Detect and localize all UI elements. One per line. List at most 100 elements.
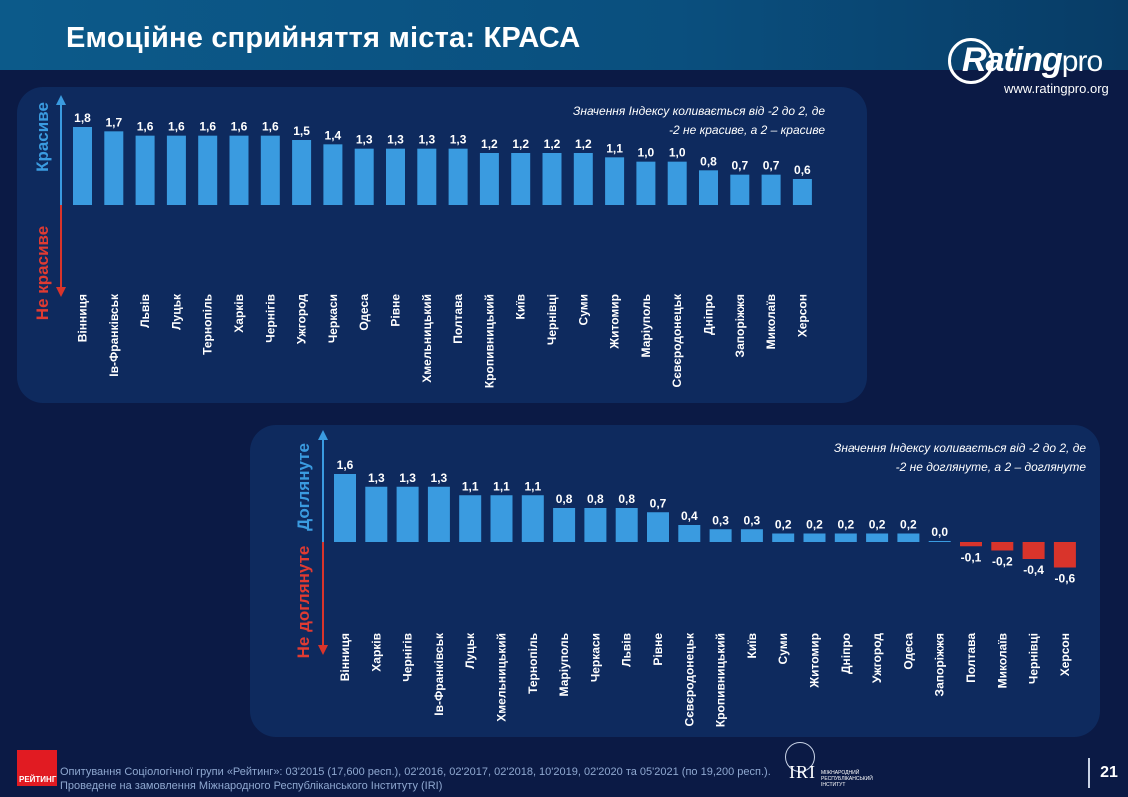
chart2-category-label: Житомир <box>808 633 822 689</box>
beauty-chart-panel: Красиве Не красиве 1,8 Вінниця 1,7 Ів-Франків… <box>17 87 867 403</box>
chart2-bar <box>396 486 419 542</box>
chart1-bar <box>73 127 92 205</box>
chart2-value-label: 1,1 <box>524 479 541 493</box>
chart2-bar <box>584 508 607 542</box>
chart1-category-label: Рівне <box>389 294 403 327</box>
chart2-bar <box>866 533 889 542</box>
chart1-category-label: Ужгород <box>295 294 309 344</box>
chart1-bar <box>636 161 656 205</box>
chart2-bar <box>834 533 857 542</box>
chart1-bar <box>761 174 781 205</box>
chart1-bar <box>448 148 468 205</box>
chart1-value-label: 1,3 <box>387 133 404 147</box>
chart2-value-label: -0,1 <box>961 550 982 564</box>
chart1-category-label: Кропивницький <box>482 294 496 388</box>
globe-icon <box>785 742 815 772</box>
beauty-chart-note: Значення Індексу коливається від -2 до 2… <box>572 104 825 137</box>
chart1-value-label: 0,8 <box>700 154 717 168</box>
chart1-value-label: 1,3 <box>418 133 435 147</box>
chart1-bar <box>573 153 593 205</box>
chart2-category-label: Тернопіль <box>526 633 540 694</box>
chart2-axis-bottom-label: Не доглянуте <box>294 546 313 659</box>
chart2-value-label: 1,6 <box>337 458 354 472</box>
chart1-category-label: Хмельницький <box>420 294 434 383</box>
chart2-bar <box>427 486 450 542</box>
chart1-value-label: 0,7 <box>731 159 748 173</box>
footer-line-2: Проведене на замовлення Міжнародного Рес… <box>60 780 443 792</box>
chart1-arrow-up-head-icon <box>56 95 66 105</box>
chart1-category-label: Одеса <box>357 294 371 331</box>
chart1-bar <box>229 135 249 205</box>
chart1-value-label: 1,6 <box>231 120 248 134</box>
chart2-value-label: 1,1 <box>462 479 479 493</box>
chart2-category-label: Хмельницький <box>495 633 509 722</box>
care-chart-panel: Доглянуте Не доглянуте 1,6 Вінниця 1,3 Харків… <box>250 425 1100 737</box>
chart1-value-label: 1,3 <box>356 133 373 147</box>
chart1-value-label: 1,2 <box>481 137 498 151</box>
rating-logo: РЕЙТИНГ <box>17 750 57 786</box>
chart2-value-label: 1,3 <box>431 471 448 485</box>
chart1-bar <box>792 179 812 205</box>
care-chart: Доглянуте Не доглянуте 1,6 Вінниця 1,3 Харків… <box>294 430 1076 727</box>
chart2-value-label: 0,4 <box>681 509 698 523</box>
chart2-bar <box>960 542 982 547</box>
chart2-category-label: Одеса <box>901 633 915 670</box>
iri-logo: IRI МІЖНАРОДНИЙ РЕСПУБЛІКАНСЬКИЙ ІНСТИТУ… <box>775 740 895 792</box>
chart1-category-label: Чернівці <box>545 294 559 345</box>
chart1-value-label: 1,2 <box>512 137 529 151</box>
chart1-value-label: 1,1 <box>606 141 623 155</box>
footer-line-1: Опитування Соціологічної групи «Рейтинг»… <box>60 766 771 778</box>
chart1-category-label: Полтава <box>451 294 465 344</box>
chart2-value-label: 1,3 <box>399 471 416 485</box>
chart2-bar <box>521 495 544 542</box>
chart1-category-label: Дніпро <box>702 294 716 335</box>
chart1-bar <box>260 135 280 205</box>
chart2-value-label: -0,4 <box>1023 563 1044 577</box>
chart1-category-label: Чернігів <box>263 294 277 343</box>
chart1-value-label: 1,7 <box>105 115 122 129</box>
chart1-bar <box>292 140 312 205</box>
chart1-category-label: Ів-Франківськ <box>107 293 121 377</box>
chart2-category-label: Миколаїв <box>995 633 1009 688</box>
chart2-arrow-down-head-icon <box>318 645 328 655</box>
chart2-value-label: 0,8 <box>587 492 604 506</box>
chart2-bar <box>365 486 388 542</box>
chart2-bar <box>647 512 669 542</box>
chart2-category-label: Київ <box>745 633 759 658</box>
chart2-bar <box>1053 542 1076 568</box>
chart1-bar <box>417 148 437 205</box>
chart1-value-label: 1,4 <box>325 128 342 142</box>
chart2-value-label: -0,2 <box>992 555 1013 569</box>
chart2-value-label: 1,1 <box>493 479 510 493</box>
chart1-value-label: 1,6 <box>262 120 279 134</box>
chart2-category-label: Львів <box>620 633 634 667</box>
chart2-category-label: Чернівці <box>1027 633 1041 684</box>
chart1-bar <box>542 153 562 205</box>
chart2-value-label: 0,2 <box>900 518 917 532</box>
chart2-bar <box>991 542 1014 551</box>
chart1-category-label: Львів <box>138 294 152 328</box>
beauty-chart: Красиве Не красиве 1,8 Вінниця 1,7 Ів-Франків… <box>33 95 812 388</box>
chart2-value-label: 1,3 <box>368 471 385 485</box>
chart1-value-label: 0,6 <box>794 163 811 177</box>
chart1-bar <box>667 161 687 205</box>
chart1-value-label: 1,6 <box>199 120 216 134</box>
chart1-category-label: Запоріжжя <box>733 294 747 357</box>
chart1-value-label: 1,2 <box>575 137 592 151</box>
chart2-bar <box>490 495 513 542</box>
chart1-bar <box>166 135 186 205</box>
chart1-bar <box>354 148 374 205</box>
chart2-value-label: 0,2 <box>806 518 823 532</box>
chart2-value-label: 0,8 <box>556 492 573 506</box>
chart1-category-label: Житомир <box>608 294 622 350</box>
chart2-value-label: 0,0 <box>931 525 948 539</box>
chart2-category-label: Дніпро <box>839 633 853 674</box>
chart1-bar <box>104 131 124 205</box>
chart2-value-label: 0,7 <box>650 496 667 510</box>
chart2-bar <box>678 525 701 542</box>
logo-url: www.ratingpro.org <box>1004 81 1109 96</box>
chart2-category-label: Ів-Франківськ <box>432 632 446 716</box>
chart2-bar <box>740 529 763 542</box>
care-chart-note: Значення Індексу коливається від -2 до 2… <box>833 441 1086 474</box>
chart2-category-label: Кропивницький <box>714 633 728 727</box>
